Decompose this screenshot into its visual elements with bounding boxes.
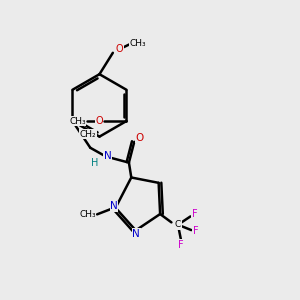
- Text: CH₃: CH₃: [69, 116, 86, 125]
- Text: N: N: [103, 151, 111, 161]
- Text: F: F: [193, 226, 198, 236]
- Text: N: N: [110, 201, 118, 211]
- Text: CH₂: CH₂: [80, 130, 96, 139]
- Text: O: O: [95, 116, 103, 126]
- Text: N: N: [133, 229, 140, 239]
- Text: F: F: [178, 240, 184, 250]
- Text: F: F: [192, 209, 197, 219]
- Text: H: H: [91, 158, 99, 168]
- Text: O: O: [135, 133, 143, 143]
- Text: C: C: [175, 220, 181, 229]
- Text: O: O: [116, 44, 123, 54]
- Text: CH₃: CH₃: [79, 210, 96, 219]
- Text: CH₃: CH₃: [129, 39, 146, 48]
